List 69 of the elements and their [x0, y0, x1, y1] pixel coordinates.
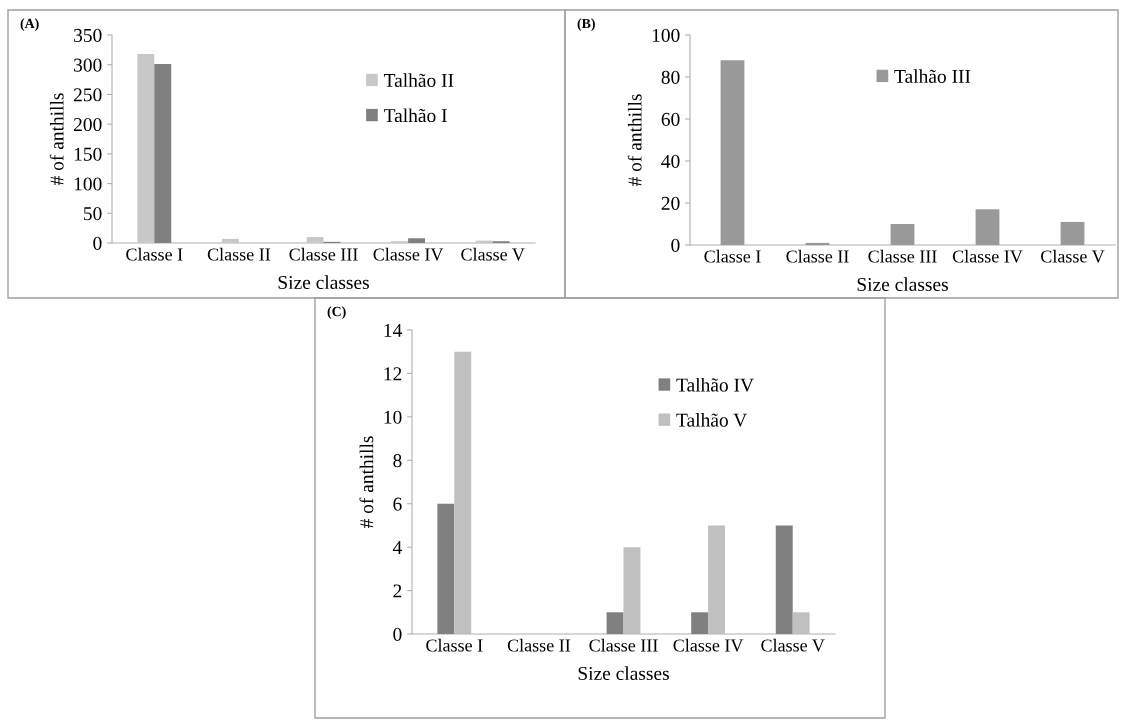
legend-label: Talhão IV: [676, 377, 754, 392]
bar: [1060, 221, 1085, 245]
y-tick-label: 50: [83, 207, 102, 221]
x-tick-label: Classe III: [589, 638, 658, 652]
y-axis-title: # of anthills: [49, 93, 64, 186]
y-tick-label: 250: [73, 88, 102, 102]
x-tick-label: Classe II: [507, 638, 571, 652]
y-tick-label: 0: [93, 236, 102, 250]
legend-label: Talhão III: [894, 69, 971, 83]
y-tick-label: 350: [74, 28, 102, 42]
bar: [792, 612, 810, 634]
x-tick-label: Classe V: [461, 247, 525, 261]
y-tick-label: 300: [74, 58, 102, 72]
x-tick-label: Classe IV: [373, 247, 444, 261]
y-tick-label: 80: [661, 70, 680, 84]
x-tick-label: Classe V: [1041, 249, 1105, 263]
y-tick-label: 200: [73, 117, 102, 132]
bar: [890, 224, 915, 245]
x-tick-label: Classe III: [289, 247, 358, 261]
bar: [137, 54, 155, 243]
x-tick-label: Classe I: [126, 247, 183, 261]
y-axis-title: # of anthills: [627, 94, 642, 187]
bar: [221, 238, 239, 243]
y-tick-label: 150: [74, 147, 102, 161]
y-tick-label: 100: [652, 28, 680, 42]
y-tick-label: 14: [384, 323, 402, 337]
text: (A): [20, 18, 39, 31]
legend-label: Talhão I: [383, 108, 447, 123]
text: (B): [577, 18, 595, 31]
y-tick-label: 2: [393, 584, 402, 598]
text: (C): [327, 306, 346, 319]
x-tick-label: Classe IV: [952, 249, 1023, 263]
bar: [623, 547, 641, 634]
bar: [775, 525, 793, 634]
x-tick-label: Classe II: [786, 249, 849, 263]
y-tick-label: 60: [661, 112, 680, 126]
y-tick-label: 20: [661, 196, 680, 210]
y-tick-label: 4: [392, 541, 402, 554]
y-tick-label: 12: [384, 367, 402, 381]
legend-label: Talhão V: [676, 413, 748, 427]
x-axis-title: Size classes: [578, 666, 669, 681]
bar: [437, 503, 455, 634]
bar: [975, 209, 1000, 245]
bar: [691, 612, 709, 634]
bar: [720, 60, 745, 245]
bar: [154, 64, 172, 243]
bar: [408, 238, 426, 243]
x-tick-label: Classe I: [704, 249, 761, 263]
y-axis-title: # of anthills: [359, 436, 374, 529]
y-tick-label: 8: [393, 454, 402, 468]
y-tick-label: 0: [671, 238, 680, 252]
x-tick-label: Classe III: [868, 249, 937, 263]
y-tick-label: 40: [661, 154, 680, 168]
bar: [454, 351, 472, 634]
x-tick-label: Classe V: [761, 638, 825, 652]
x-tick-label: Classe IV: [673, 638, 744, 652]
y-tick-label: 0: [393, 627, 402, 641]
y-tick-label: 10: [384, 410, 402, 424]
x-axis-title: Size classes: [278, 275, 369, 290]
bar: [306, 237, 324, 243]
x-tick-label: Classe II: [207, 247, 271, 261]
x-axis-title: Size classes: [857, 277, 948, 292]
y-tick-label: 6: [393, 497, 402, 511]
x-tick-label: Classe I: [426, 638, 483, 652]
y-tick-label: 100: [74, 177, 102, 191]
bar: [805, 242, 830, 245]
legend-label: Talhão II: [383, 73, 454, 87]
bar: [606, 612, 624, 634]
bar: [708, 525, 726, 634]
